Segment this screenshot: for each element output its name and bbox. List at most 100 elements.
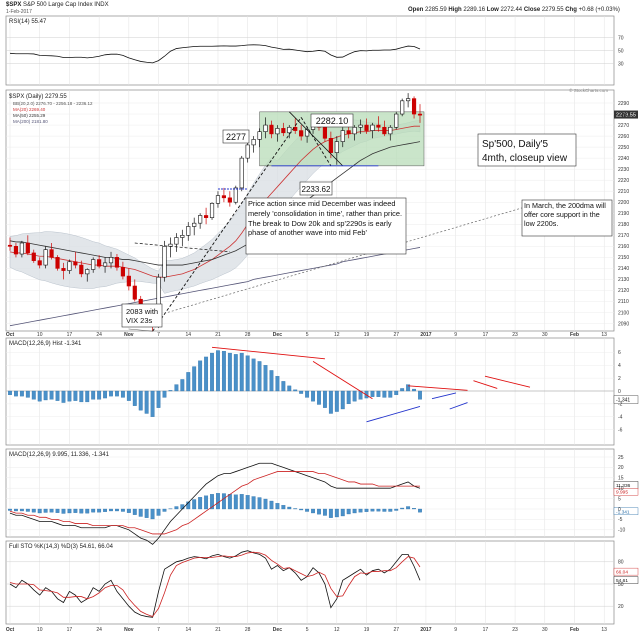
candle-body [91, 259, 96, 270]
candle-body [126, 275, 131, 287]
dma-note-fo: In March, the 200dma will offer core sup… [524, 201, 606, 228]
macd-hist-bar [382, 390, 387, 398]
macd-bar [132, 508, 137, 515]
macd1-last-text: -1.341 [616, 398, 630, 404]
stoch-k-line [9, 550, 421, 618]
x-tick-label: Nov [124, 332, 134, 338]
candle-body [25, 242, 30, 254]
stoch-label: Full STO %K(14,3) %D(3) 54.61, 66.04 [9, 544, 114, 550]
x-tick-label: Nov [124, 627, 134, 633]
macd-hist-bar [97, 390, 102, 400]
title-line-1: Sp'500, Daily'5 [482, 139, 549, 150]
macd-bar [412, 508, 416, 510]
rsi-tick-label: 30 [618, 61, 624, 67]
macd-bar [382, 508, 387, 512]
x-tick-label: 17 [483, 627, 489, 633]
x-tick-label: 12 [334, 332, 340, 338]
candle-body [358, 124, 363, 128]
candle-body [174, 237, 179, 245]
macd-line [9, 462, 421, 545]
annotations [128, 111, 531, 423]
macd-hist-bar [61, 390, 66, 403]
ma-line-0 [9, 125, 420, 278]
stoch-tick-label: 20 [618, 604, 624, 610]
macd-bar [91, 508, 96, 513]
index-name: S&P 500 Large Cap Index [23, 2, 93, 8]
candle-body [215, 195, 221, 204]
x-tick-label: 12 [334, 627, 340, 633]
close-value: 2279.55 [541, 7, 564, 13]
candle-body [376, 124, 381, 128]
macd-bar [61, 508, 66, 514]
macd-hist-bar [79, 390, 84, 403]
candle-body [334, 141, 339, 153]
macd-hist-bar [85, 390, 90, 403]
x-tick-label: 19 [364, 627, 370, 633]
candle-body [281, 128, 286, 134]
low-label: Low [486, 7, 499, 13]
x-tick-label: 17 [67, 332, 73, 338]
price-note-fo: Price action since mid December was inde… [248, 199, 402, 237]
candle-body [221, 195, 226, 199]
macd-bar [281, 505, 286, 510]
macd-bar [317, 508, 321, 515]
macd-hist-bar [31, 390, 36, 400]
stoch-last-box [613, 567, 639, 576]
macd2-tick-label: 0 [618, 507, 621, 513]
macd-bar [67, 508, 72, 514]
macd-panel [5, 448, 615, 538]
price-tick-label: 2210 [618, 189, 629, 195]
low-note-box [121, 303, 163, 328]
candle-body [257, 131, 262, 140]
macd-bar [340, 508, 345, 517]
macd-hist-bar [269, 370, 274, 392]
macd-hist-bar [73, 390, 78, 401]
high-value: 2289.16 [463, 7, 486, 13]
x-tick-label: 7 [157, 332, 160, 338]
macd-bar [37, 508, 42, 514]
x-tick-label: 30 [542, 627, 548, 633]
macd1-tick-label: -2 [618, 402, 623, 408]
candle-body [406, 98, 411, 102]
macd-bar [120, 508, 125, 512]
x-tick-label: 10 [37, 332, 43, 338]
macd-bar [97, 508, 102, 513]
chart-date: 1-Feb-2017 [6, 9, 32, 15]
candle-body [370, 124, 375, 131]
macd-hist-bar [204, 356, 209, 392]
rsi-label: RSI(14) 55.47 [9, 19, 47, 25]
macd-hist-bar [394, 390, 399, 396]
dma-note: In March, the 200dma will offer core sup… [524, 201, 606, 228]
macd-bar [192, 499, 197, 510]
macd-hist-bar [186, 372, 191, 392]
level-2282-text: 2282.10 [316, 116, 349, 126]
macd-bar [55, 508, 60, 513]
macd-bar [305, 508, 310, 512]
low-note-line-2: VIX 23s [126, 316, 153, 325]
price-tick-label: 2200 [618, 200, 629, 206]
macd-bar [14, 508, 18, 512]
price-tick-label: 2290 [618, 101, 629, 107]
macd-bar [352, 508, 357, 514]
macd-hist-bar [239, 352, 244, 392]
stoch-last-text: 54.61 [616, 578, 628, 584]
ma50-legend: MA(50) 2255.29 [13, 113, 46, 118]
ma-cross-dash [134, 242, 230, 253]
candle-body [114, 257, 120, 268]
candle-body [305, 129, 310, 137]
x-tick-label: 21 [215, 332, 221, 338]
macd-bar [19, 508, 24, 512]
candle-body [7, 244, 13, 247]
ma200-projection [152, 205, 531, 318]
macd-hist-bar [156, 390, 161, 408]
x-tick-label: 28 [245, 332, 251, 338]
macd-bar [31, 508, 36, 513]
macd2-last-box [613, 507, 639, 515]
price-tick-label: 2190 [618, 211, 629, 217]
candle-body [251, 139, 256, 146]
macd-bar [174, 506, 179, 510]
macd-hist-bar [263, 365, 268, 392]
candle-body [180, 235, 185, 238]
x-tick-label: 17 [483, 332, 489, 338]
candle-body [209, 203, 215, 218]
